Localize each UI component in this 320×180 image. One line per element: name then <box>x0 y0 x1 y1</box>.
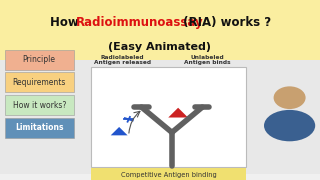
Text: How it works?: How it works? <box>12 101 66 110</box>
FancyBboxPatch shape <box>91 67 246 167</box>
Text: Radioimmunoassay: Radioimmunoassay <box>76 16 203 29</box>
Polygon shape <box>111 127 128 135</box>
Ellipse shape <box>274 86 306 109</box>
Ellipse shape <box>264 110 315 141</box>
FancyBboxPatch shape <box>5 50 74 70</box>
FancyBboxPatch shape <box>5 118 74 138</box>
Text: Competitive Antigen binding: Competitive Antigen binding <box>121 172 217 178</box>
FancyBboxPatch shape <box>5 72 74 93</box>
Text: Unlabeled
Antigen binds: Unlabeled Antigen binds <box>184 55 231 65</box>
FancyBboxPatch shape <box>0 0 320 60</box>
Text: Limitations: Limitations <box>15 123 63 132</box>
Polygon shape <box>168 108 188 118</box>
Text: Requirements: Requirements <box>12 78 66 87</box>
Text: Radiolabeled
Antigen released: Radiolabeled Antigen released <box>94 55 151 65</box>
Text: Principle: Principle <box>23 55 56 64</box>
FancyBboxPatch shape <box>5 95 74 115</box>
Text: (RIA) works ?: (RIA) works ? <box>180 16 272 29</box>
FancyBboxPatch shape <box>91 168 246 180</box>
Text: How: How <box>50 16 83 29</box>
Text: (Easy Animated): (Easy Animated) <box>108 42 212 52</box>
FancyBboxPatch shape <box>0 60 320 174</box>
